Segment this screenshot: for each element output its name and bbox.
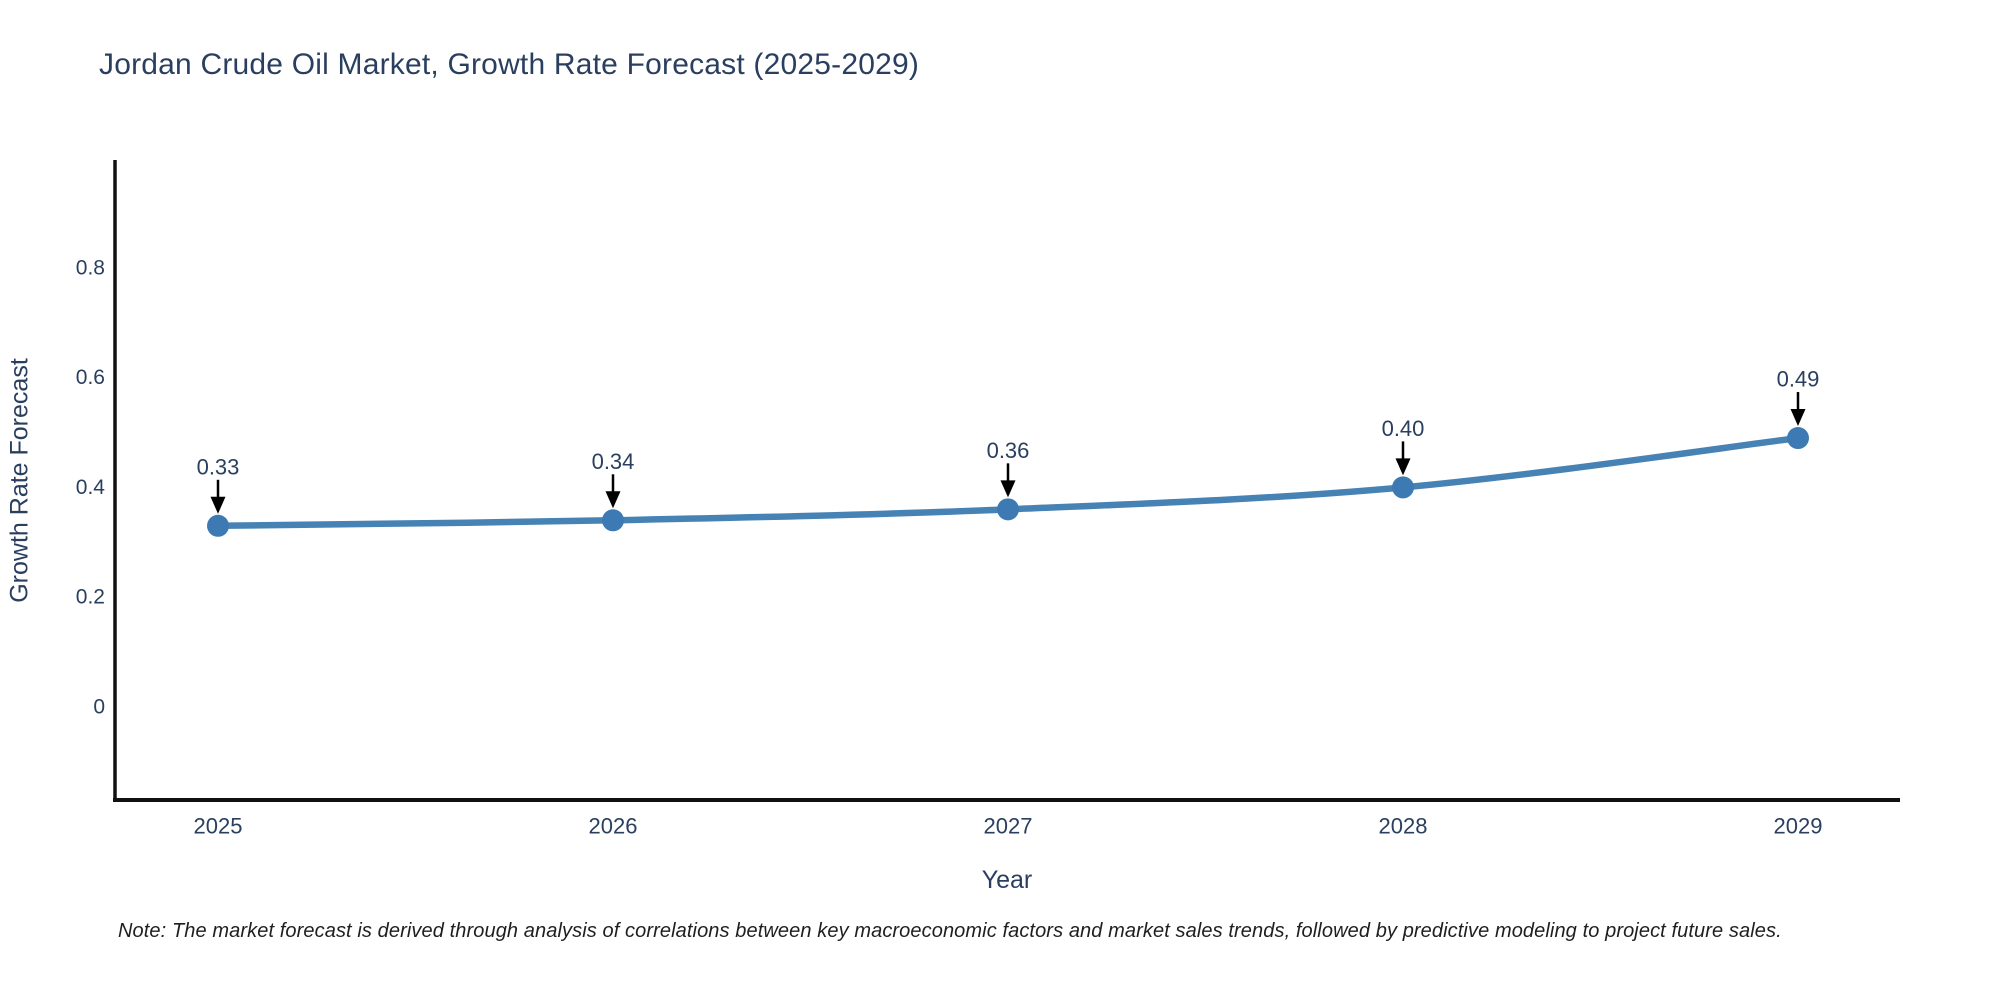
data-point-2029[interactable] (1787, 427, 1809, 450)
annotation-arrowhead (1395, 458, 1411, 476)
point-value-label: 0.34 (592, 449, 635, 474)
chart-title: Jordan Crude Oil Market, Growth Rate For… (99, 48, 920, 81)
point-value-label: 0.40 (1382, 416, 1425, 441)
data-point-2028[interactable] (1392, 476, 1414, 499)
point-value-label: 0.49 (1777, 367, 1820, 392)
x-tick-label: 2029 (1774, 814, 1823, 839)
footnote: Note: The market forecast is derived thr… (118, 920, 1782, 942)
annotation-arrowhead (1000, 480, 1016, 498)
y-tick-label: 0.4 (76, 476, 106, 499)
x-tick-label: 2025 (194, 814, 243, 839)
data-point-2026[interactable] (602, 509, 624, 532)
x-axis-title: Year (981, 866, 1033, 894)
annotation-arrowhead (210, 496, 226, 514)
y-tick-label: 0.2 (76, 586, 105, 609)
point-value-label: 0.33 (197, 454, 240, 479)
annotation-arrowhead (605, 491, 621, 509)
x-tick-label: 2028 (1379, 814, 1428, 839)
x-tick-label: 2026 (589, 814, 638, 839)
y-tick-label: 0.6 (76, 366, 105, 389)
y-tick-label: 0 (93, 695, 105, 718)
data-point-2027[interactable] (997, 498, 1019, 521)
annotation-arrowhead (1790, 409, 1806, 427)
y-tick-label: 0.8 (76, 257, 105, 280)
x-tick-label: 2027 (984, 814, 1033, 839)
data-point-2025[interactable] (207, 514, 229, 537)
point-value-label: 0.36 (987, 438, 1030, 463)
